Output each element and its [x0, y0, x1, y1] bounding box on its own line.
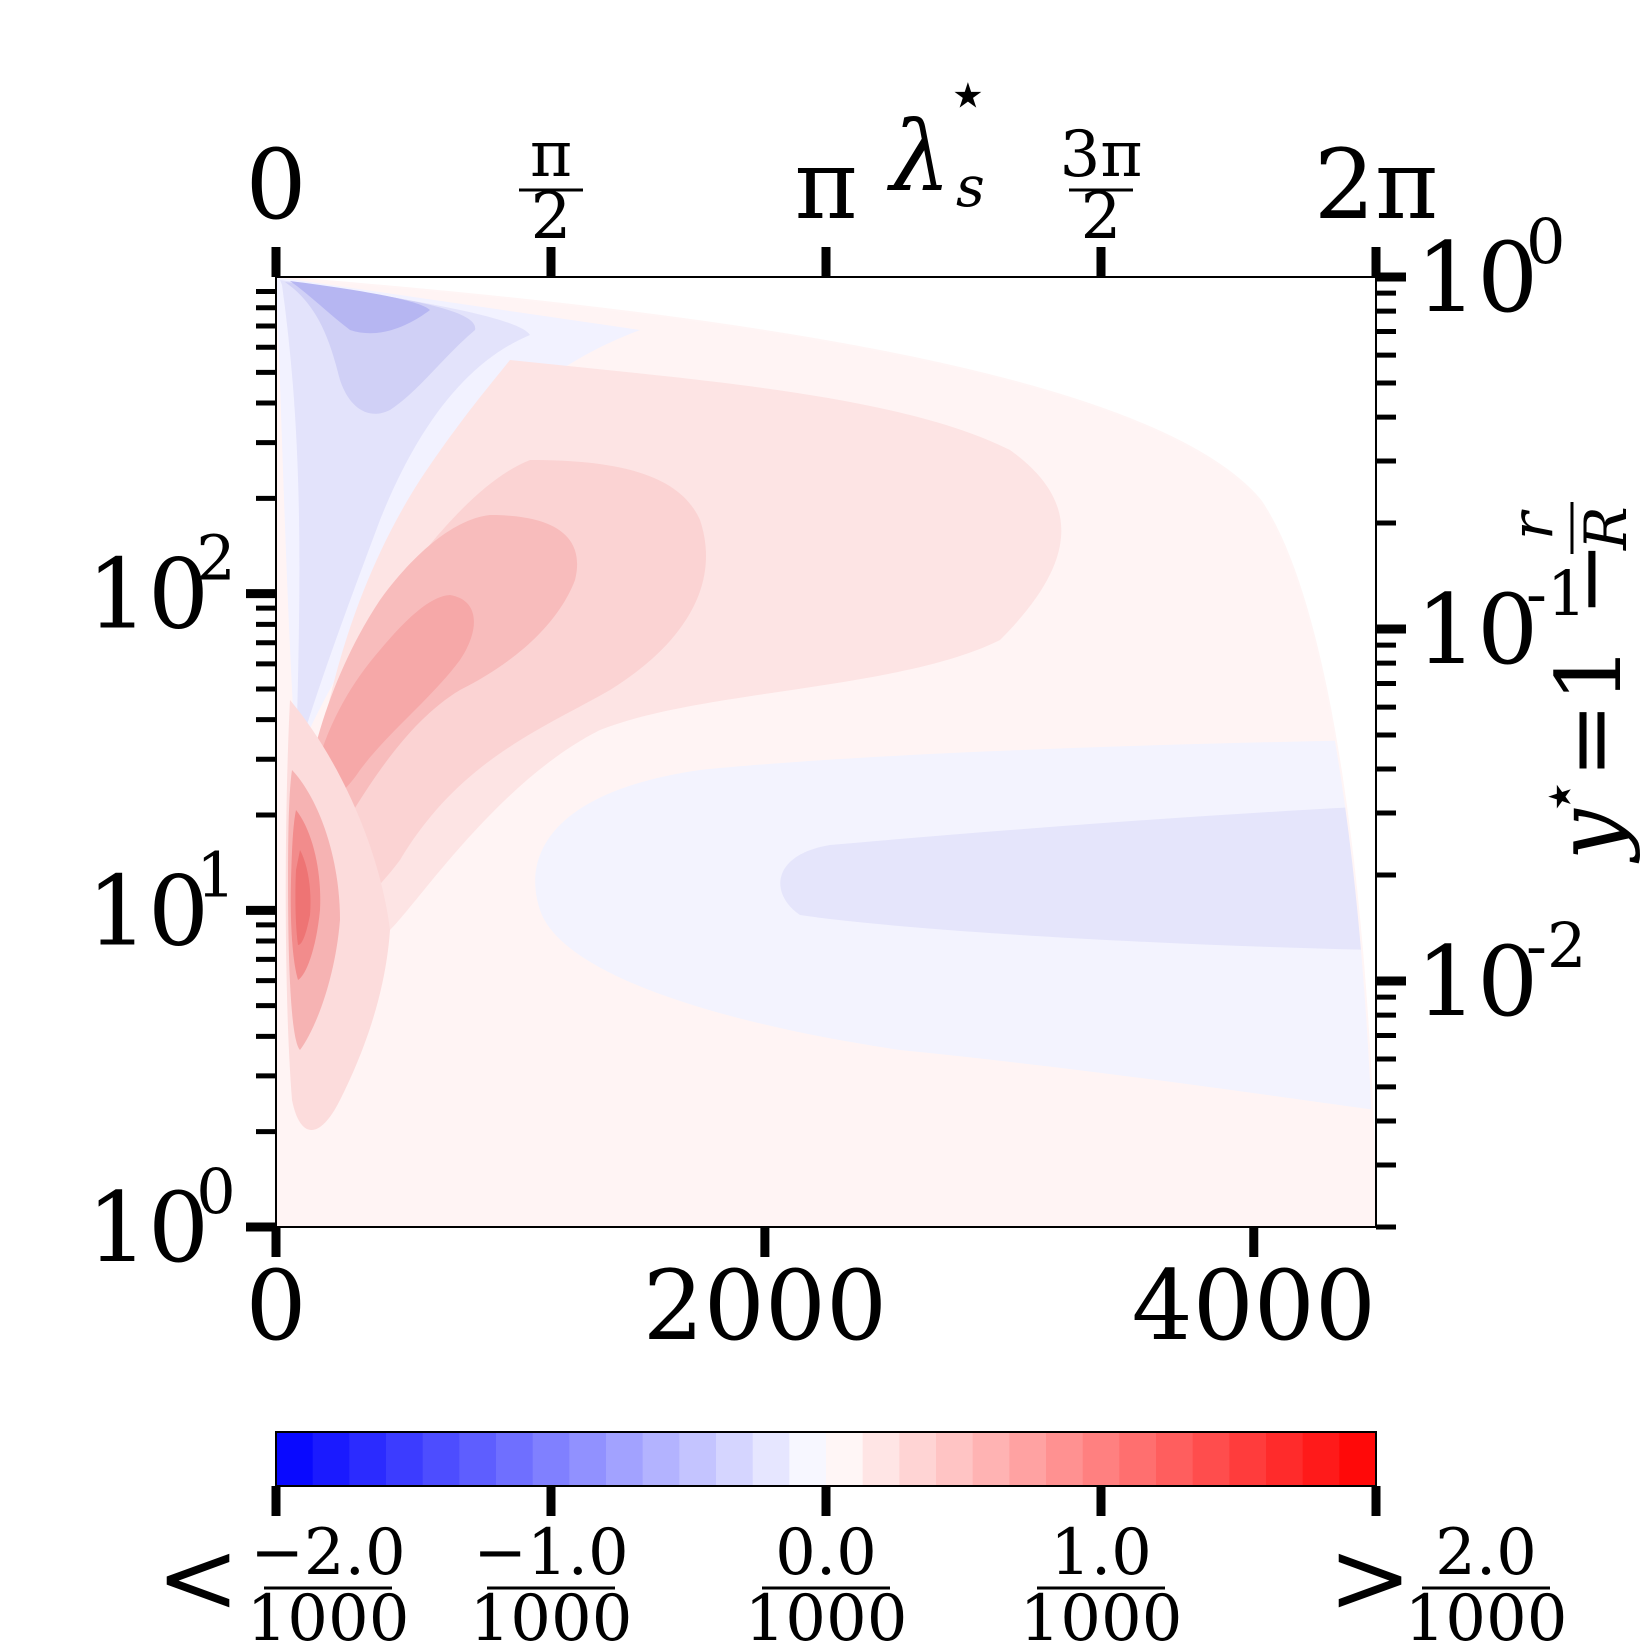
colorbar-cell	[276, 1432, 314, 1486]
colorbar-tick-den: 1000	[470, 1582, 633, 1644]
top-tick-label: 2π	[1314, 129, 1438, 241]
contour-neg-tongue-inner	[780, 806, 1376, 950]
colorbar-cell	[459, 1432, 497, 1486]
colorbar-tick-den: 1000	[247, 1582, 410, 1644]
top-axis-label-main: λ	[886, 101, 951, 213]
colorbar-tick-num: −1.0	[473, 1516, 628, 1590]
right-axis-label: y ⋆ =1 − r R	[1498, 502, 1642, 864]
right-tick-label-base: 10	[1416, 222, 1538, 334]
colorbar-cell	[936, 1432, 974, 1486]
colorbar-cell	[312, 1432, 350, 1486]
bottom-axis: 0 2000 4000	[245, 1227, 1376, 1362]
colorbar-cell	[496, 1432, 534, 1486]
right-axis-label-star: ⋆	[1522, 777, 1595, 816]
right-tick-label-exp: 0	[1526, 205, 1565, 278]
left-tick-label-base: 10	[87, 855, 209, 967]
right-axis-label-lhs: y	[1537, 808, 1642, 864]
left-tick-label-base: 10	[87, 539, 209, 651]
colorbar-cell	[1302, 1432, 1340, 1486]
colorbar-tick-den: 1000	[1405, 1582, 1568, 1644]
right-axis-label-frac-den: R	[1572, 506, 1640, 551]
top-axis-label-sup: ⋆	[946, 53, 990, 135]
colorbar-cell	[789, 1432, 827, 1486]
left-tick-label-exp: 2	[196, 522, 235, 595]
colorbar-tick-den: 1000	[1020, 1582, 1183, 1644]
colorbar-cell	[642, 1432, 680, 1486]
top-tick-label: π	[794, 129, 857, 241]
top-tick-label-den: 2	[531, 180, 572, 254]
left-tick-label-exp: 0	[196, 1155, 235, 1228]
colorbar-cell	[1229, 1432, 1267, 1486]
colorbar-cells	[276, 1432, 1377, 1486]
contour-neg-near-wall-4	[290, 281, 430, 334]
colorbar-tick-num: 1.0	[1050, 1516, 1152, 1590]
bottom-tick-label: 4000	[1132, 1250, 1376, 1362]
top-axis-label-sub: s	[956, 155, 985, 220]
right-tick-label-base: 10	[1416, 926, 1538, 1038]
colorbar-cell	[1266, 1432, 1304, 1486]
right-tick-label-exp: -1	[1526, 557, 1586, 630]
bottom-tick-label: 2000	[643, 1250, 887, 1362]
left-tick-label-base: 10	[87, 1172, 209, 1284]
colorbar-cell	[679, 1432, 717, 1486]
colorbar-cell	[1156, 1432, 1194, 1486]
right-axis-label-frac-num: r	[1498, 509, 1566, 540]
left-tick-label-exp: 1	[196, 838, 235, 911]
colorbar-cell	[1119, 1432, 1157, 1486]
colorbar-tick-prefix: <	[156, 1519, 240, 1636]
domain-boundary	[275, 276, 1377, 1228]
colorbar-cell	[1192, 1432, 1230, 1486]
colorbar-cell	[532, 1432, 570, 1486]
top-tick-label-num: π	[530, 118, 572, 192]
colorbar-cell	[386, 1432, 424, 1486]
colorbar-cell	[862, 1432, 900, 1486]
colorbar-cell	[826, 1432, 864, 1486]
colorbar-cell	[1009, 1432, 1047, 1486]
colorbar-cell	[569, 1432, 607, 1486]
bottom-tick-label: 0	[245, 1250, 306, 1362]
contour-peak-core	[295, 850, 311, 945]
colorbar-cell	[1339, 1432, 1377, 1486]
top-axis-label: λ ⋆ s	[886, 53, 990, 220]
contour-neg-near-wall-2	[280, 280, 530, 760]
colorbar-cell	[349, 1432, 387, 1486]
top-tick-label-num: 3π	[1060, 118, 1143, 192]
colorbar-cell	[606, 1432, 644, 1486]
contour-pos-core	[312, 595, 474, 801]
colorbar-tick-num: −2.0	[250, 1516, 405, 1590]
top-tick-label: 0	[245, 129, 306, 241]
right-tick-label-base: 10	[1416, 574, 1538, 686]
top-axis: 0 π2 π 3π2 2π	[245, 118, 1438, 277]
colorbar-cell	[422, 1432, 460, 1486]
colorbar-cell	[752, 1432, 790, 1486]
colorbar-cell	[716, 1432, 754, 1486]
top-tick-label-den: 2	[1081, 180, 1122, 254]
colorbar-tick-prefix: >	[1328, 1519, 1412, 1636]
colorbar-cell	[1046, 1432, 1084, 1486]
colorbar-tick-num: 2.0	[1435, 1516, 1537, 1590]
right-tick-label-exp: -2	[1526, 909, 1586, 982]
colorbar-cell	[1082, 1432, 1120, 1486]
colorbar-cell	[972, 1432, 1010, 1486]
colorbar-tick-den: 1000	[745, 1582, 908, 1644]
colorbar-tick-num: 0.0	[775, 1516, 877, 1590]
right-axis-label-eq: =1 −	[1537, 541, 1642, 778]
contour-pos-inner	[301, 515, 578, 865]
colorbar-cell	[899, 1432, 937, 1486]
